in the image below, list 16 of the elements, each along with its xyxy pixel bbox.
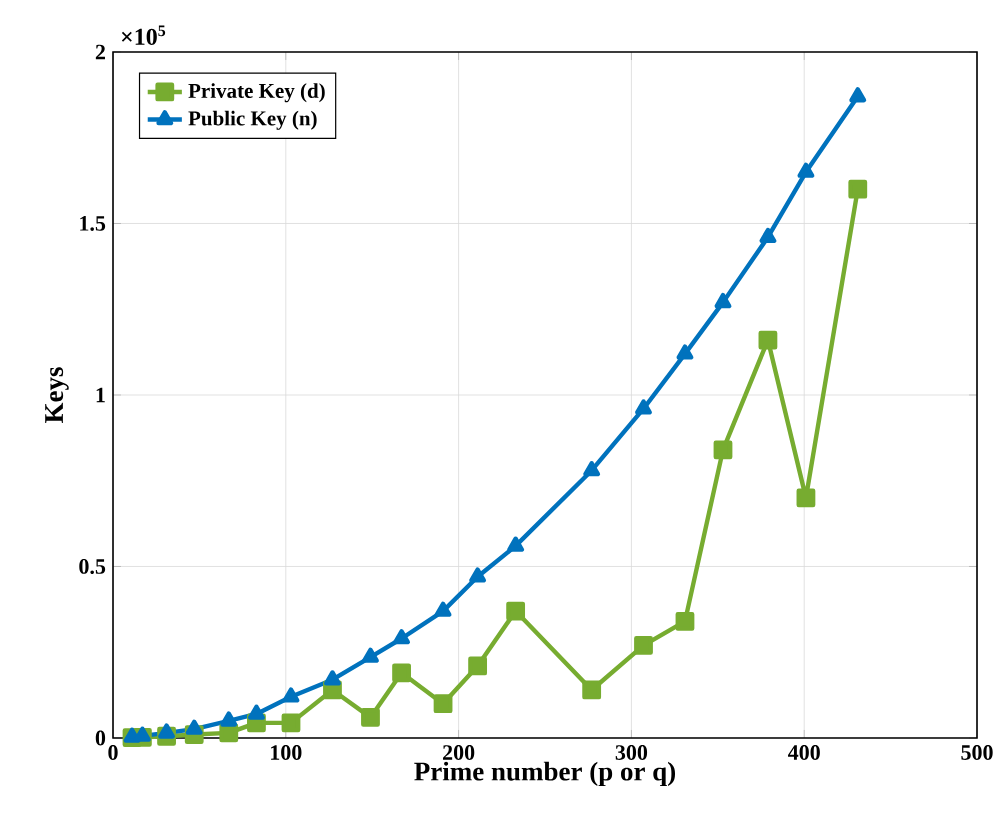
y-tick-label: 2	[95, 44, 105, 60]
x-tick-label: 400	[788, 745, 820, 760]
x-tick-label: 300	[615, 745, 648, 760]
x-tick-label: 0	[108, 745, 118, 760]
x-tick-label: 500	[961, 745, 993, 760]
y-tick-label: 1.5	[80, 216, 106, 231]
text: ×10$^{5}$	[121, 25, 166, 45]
legend-label: Private Key (d)	[188, 83, 325, 103]
x-tick-label: 200	[443, 745, 475, 760]
x-axis-title: Prime number (p or q)	[414, 761, 676, 787]
y-tick-label: 0.5	[79, 559, 106, 574]
x-tick-label: 100	[271, 745, 302, 760]
y-tick-label: 0	[95, 730, 106, 746]
legend-label: Public Key (n)	[188, 110, 317, 130]
y-tick-label: 1	[96, 387, 105, 403]
y-axis-title: Keys	[45, 367, 69, 424]
